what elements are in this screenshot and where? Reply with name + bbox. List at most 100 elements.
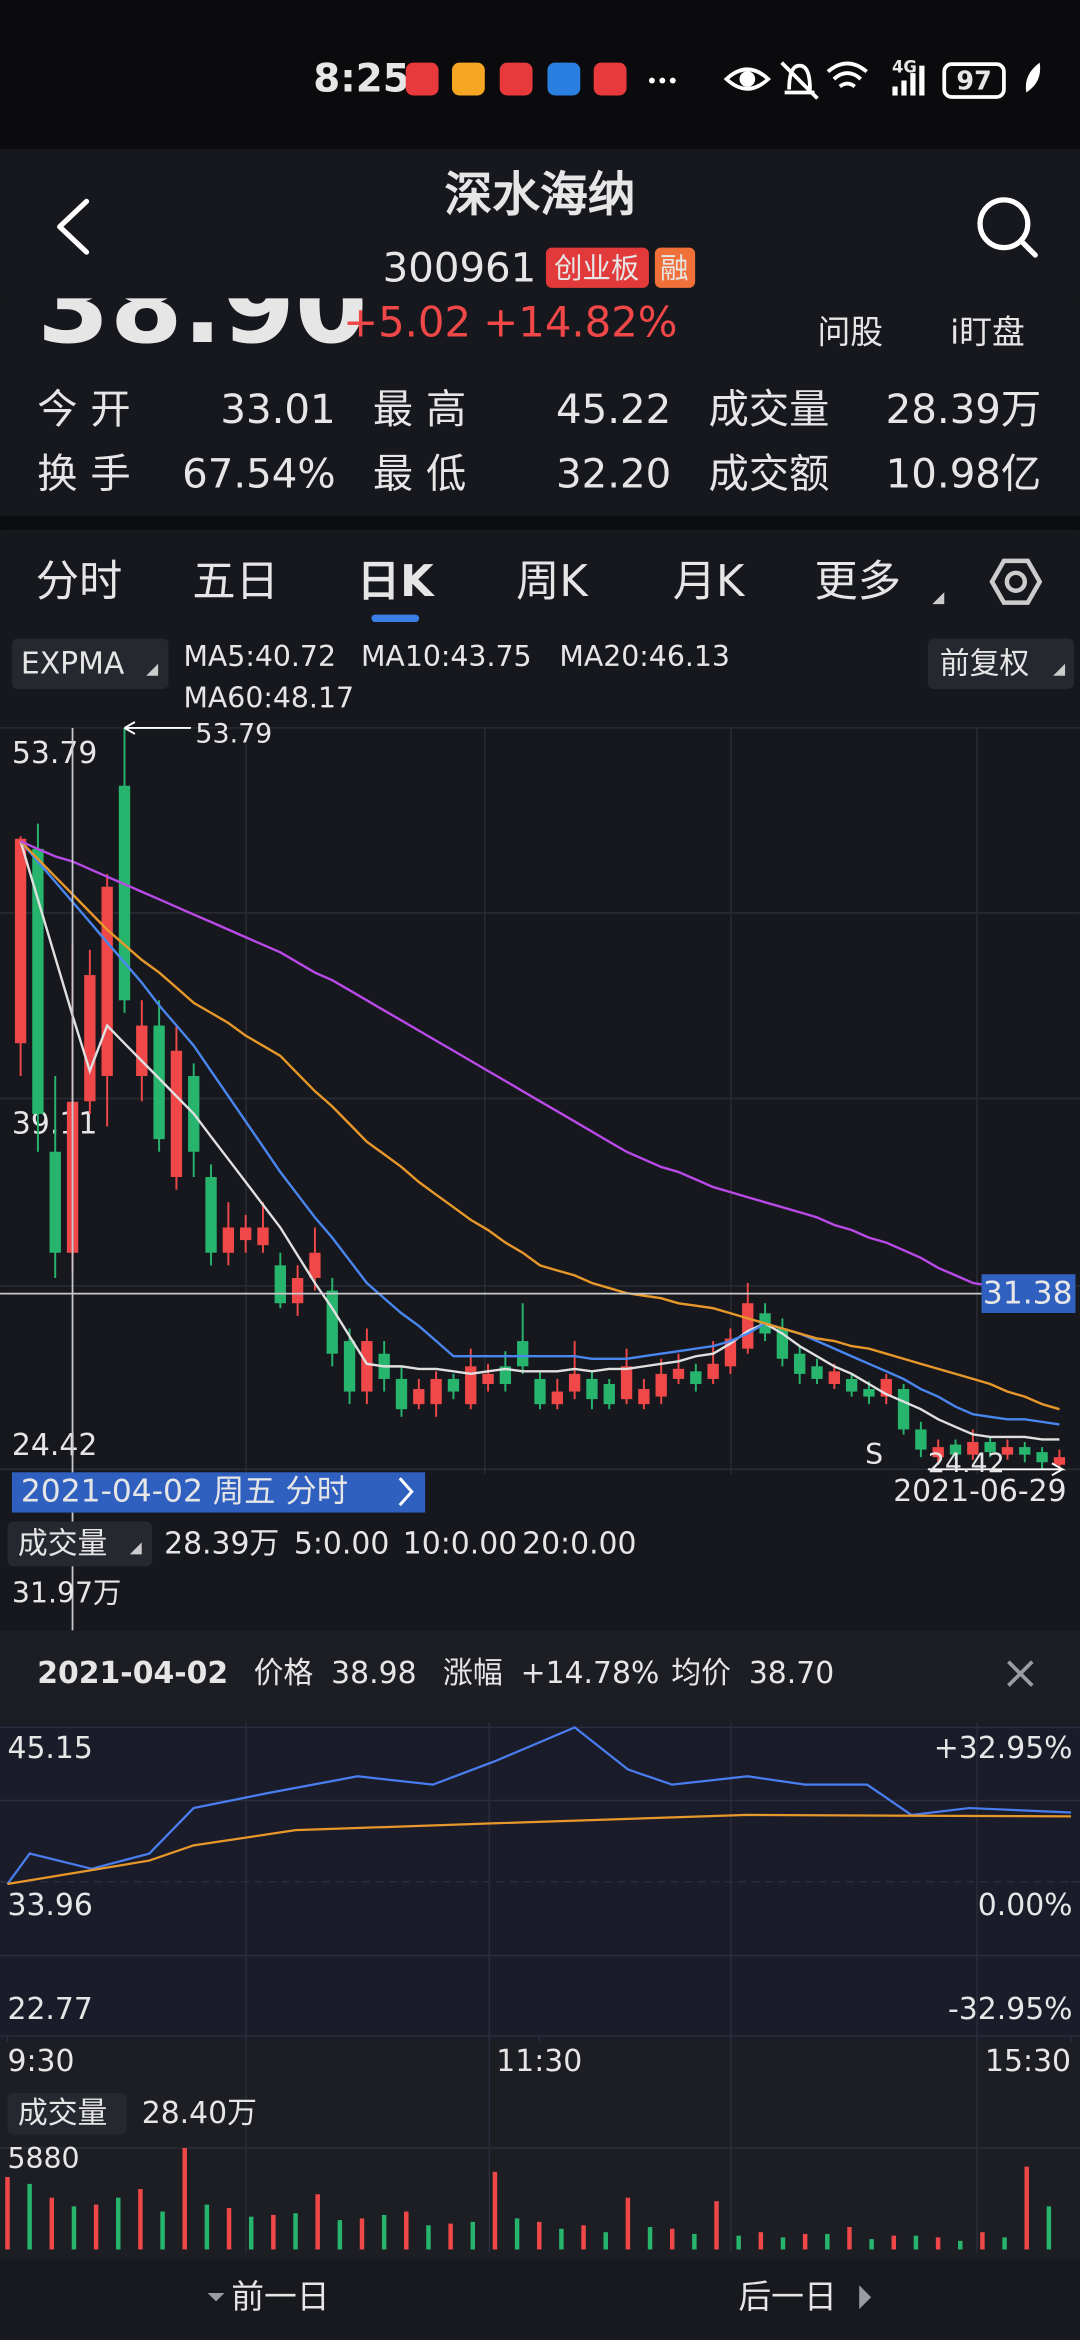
volume-ma: 10:0.00 bbox=[403, 1526, 517, 1561]
tab[interactable]: 五日 bbox=[192, 557, 279, 607]
volume-bar bbox=[470, 2221, 476, 2250]
ma-line bbox=[20, 840, 1060, 1300]
next-arrow bbox=[859, 2285, 872, 2310]
popup-date: 2021-04-02 bbox=[37, 1656, 228, 1691]
volume-tag bbox=[7, 2092, 127, 2135]
candle-body bbox=[534, 1378, 546, 1405]
quote-label: 最 低 bbox=[373, 451, 466, 497]
volume-bar bbox=[780, 2237, 786, 2250]
field-label: 价格 bbox=[254, 1656, 314, 1691]
quote-label: 今 开 bbox=[37, 387, 130, 433]
candle-body bbox=[932, 1447, 944, 1458]
candle-body bbox=[707, 1363, 719, 1379]
volume-bar bbox=[736, 2235, 741, 2250]
candle-body bbox=[603, 1383, 615, 1405]
volume-bar bbox=[93, 2204, 99, 2250]
tab[interactable]: 更多 bbox=[814, 557, 901, 607]
volume-bar bbox=[758, 2232, 764, 2250]
volume-bar bbox=[958, 2240, 963, 2250]
candle-body bbox=[845, 1378, 858, 1392]
candle-body bbox=[620, 1366, 633, 1400]
candle-body bbox=[430, 1378, 442, 1405]
volume-selector[interactable] bbox=[7, 1521, 153, 1567]
high-label: 53.79 bbox=[195, 718, 272, 749]
adjust-selector[interactable] bbox=[927, 638, 1075, 690]
prev-day[interactable]: 前一日 bbox=[231, 2278, 329, 2316]
tab[interactable]: 日K bbox=[357, 557, 435, 607]
quote-value: 32.20 bbox=[556, 451, 671, 497]
crosshair-date-bg bbox=[11, 1472, 426, 1513]
volume-bar bbox=[1024, 2166, 1029, 2250]
system-icons bbox=[723, 61, 1041, 100]
volume-bar bbox=[825, 2233, 830, 2250]
indicator-selector[interactable] bbox=[11, 638, 169, 690]
candle-body bbox=[170, 1050, 183, 1178]
crosshair-date: 2021-04-02 周五 分时 bbox=[21, 1474, 348, 1510]
volume-bar bbox=[160, 2211, 165, 2250]
volume-bar bbox=[980, 2232, 985, 2250]
action-button[interactable]: 问股 bbox=[817, 314, 883, 352]
volume-bar bbox=[271, 2214, 276, 2250]
candle-body bbox=[551, 1391, 563, 1405]
volume-bar bbox=[315, 2194, 320, 2250]
volume-bar bbox=[847, 2227, 852, 2250]
volume-bar bbox=[625, 2197, 631, 2250]
quote-value: 33.01 bbox=[220, 387, 335, 433]
volume-bar bbox=[514, 2218, 520, 2250]
volume-bar bbox=[204, 2204, 210, 2250]
candle-body bbox=[742, 1303, 754, 1349]
volume-bar bbox=[226, 2208, 232, 2250]
stock-name: 深水海纳 bbox=[445, 168, 636, 223]
field-value: +14.78% bbox=[521, 1656, 660, 1691]
high-arrow bbox=[124, 721, 191, 735]
k-grid bbox=[0, 727, 1080, 1474]
volume-bar bbox=[138, 2189, 143, 2250]
volume-bar bbox=[714, 2201, 719, 2250]
candle-body bbox=[880, 1378, 892, 1397]
low-label: 24.42 bbox=[928, 1448, 1005, 1479]
volume-ma: 20:0.00 bbox=[522, 1526, 636, 1561]
candle-body bbox=[794, 1353, 806, 1374]
candle-body bbox=[447, 1378, 460, 1392]
bottom-nav bbox=[0, 2259, 1080, 2340]
price-line bbox=[7, 1813, 1072, 1886]
board-badge: 创业板 bbox=[554, 252, 639, 285]
end-date: 2021-06-29 bbox=[893, 1474, 1066, 1509]
back-button[interactable] bbox=[57, 198, 90, 255]
candle-body bbox=[291, 1277, 304, 1304]
volume-bar bbox=[581, 2225, 586, 2250]
volume-bar bbox=[381, 2214, 387, 2250]
next-day[interactable]: 后一日 bbox=[738, 2278, 836, 2316]
volume-bar bbox=[559, 2228, 564, 2250]
volume-axis-max: 31.97万 bbox=[12, 1577, 121, 1610]
candle-body bbox=[897, 1389, 910, 1430]
x-tick-label: 9:30 bbox=[7, 2044, 74, 2079]
close-button[interactable] bbox=[1007, 1660, 1034, 1687]
tab[interactable]: 周K bbox=[516, 557, 589, 607]
candle-body bbox=[257, 1227, 269, 1246]
crosshair-price: 31.38 bbox=[983, 1276, 1073, 1312]
action-button[interactable]: i盯盘 bbox=[950, 314, 1025, 352]
field-value: 38.70 bbox=[749, 1656, 834, 1691]
prev-arrow bbox=[207, 2292, 225, 2302]
candle-body bbox=[1001, 1447, 1014, 1455]
candle-body bbox=[776, 1328, 789, 1359]
search-button[interactable] bbox=[977, 197, 1038, 258]
legend-entry: MA60:48.17 bbox=[183, 682, 354, 715]
volume-ma: 5:0.00 bbox=[294, 1526, 389, 1561]
volume-bar bbox=[1002, 2237, 1007, 2250]
volume-bar bbox=[5, 2177, 10, 2250]
tab[interactable]: 分时 bbox=[36, 557, 123, 607]
settings-button[interactable] bbox=[989, 558, 1043, 605]
volume-bar bbox=[1046, 2206, 1052, 2250]
notification-icons bbox=[405, 62, 676, 96]
candle-body bbox=[1053, 1457, 1066, 1465]
candle-body bbox=[153, 1025, 165, 1140]
candle-body bbox=[326, 1290, 338, 1354]
volume-bar bbox=[891, 2235, 897, 2250]
candle-body bbox=[655, 1373, 667, 1397]
tab[interactable]: 月K bbox=[673, 557, 746, 607]
candle-body bbox=[274, 1265, 286, 1304]
candle-body bbox=[482, 1373, 494, 1384]
y2-tick-label: -32.95% bbox=[948, 1992, 1073, 2027]
